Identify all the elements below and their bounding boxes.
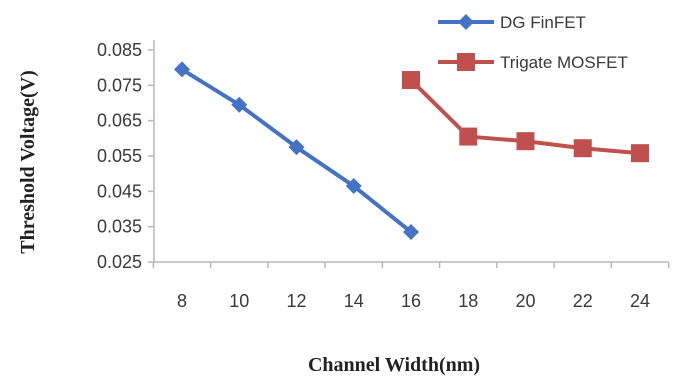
y-tick-label: 0.085	[97, 40, 142, 60]
data-point	[231, 96, 248, 113]
data-point	[573, 139, 592, 158]
x-tick-label: 14	[344, 291, 364, 311]
data-point	[631, 144, 649, 163]
x-tick-label: 8	[177, 291, 187, 311]
y-axis: 0.085 0.075 0.065 0.055 0.045 0.035 0.025	[97, 40, 155, 272]
y-tick-label: 0.035	[97, 217, 142, 237]
y-tick-label: 0.025	[97, 252, 142, 272]
legend-label: DG FinFET	[500, 13, 586, 32]
data-point	[288, 139, 305, 156]
x-tick-label: 10	[229, 291, 249, 311]
series-trigate-mosfet	[402, 71, 649, 163]
data-point	[458, 14, 474, 30]
data-point	[457, 53, 475, 71]
x-axis-title: Channel Width(nm)	[308, 354, 480, 376]
data-point	[459, 127, 478, 146]
y-tick-label: 0.065	[97, 111, 142, 131]
legend-label: Trigate MOSFET	[500, 53, 628, 72]
x-tick-label: 22	[573, 291, 593, 311]
y-tick-label: 0.045	[97, 181, 142, 201]
y-tick-label: 0.055	[97, 146, 142, 166]
x-tick-label: 20	[515, 291, 535, 311]
legend-item: DG FinFET	[438, 13, 586, 32]
series-layer	[174, 61, 649, 240]
x-tick-label: 16	[401, 291, 421, 311]
y-tick-label: 0.075	[97, 75, 142, 95]
data-point	[403, 223, 419, 240]
legend-item: Trigate MOSFET	[438, 53, 628, 72]
data-point	[516, 132, 535, 151]
x-tick-label: 18	[458, 291, 478, 311]
legend: DG FinFET Trigate MOSFET	[438, 13, 628, 72]
data-point	[174, 61, 190, 78]
x-tick-label: 24	[630, 291, 650, 311]
data-point	[402, 71, 420, 90]
y-axis-title: Threshold Voltage(V)	[17, 70, 39, 254]
data-point	[345, 178, 362, 195]
series-dg-finfet	[174, 61, 419, 240]
x-tick-label: 12	[286, 291, 306, 311]
x-axis: 8 10 12 14 16 18 20 22 24	[152, 261, 670, 311]
